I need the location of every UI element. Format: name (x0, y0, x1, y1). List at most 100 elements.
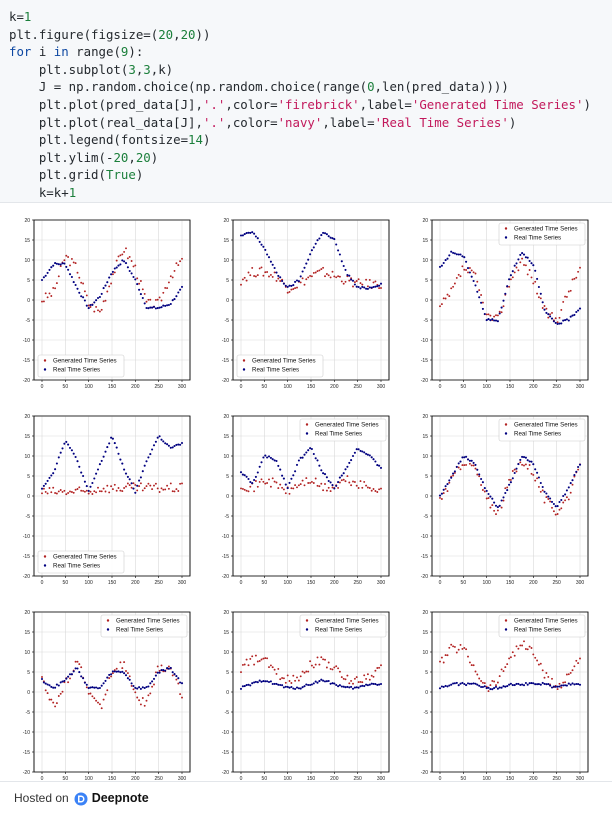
y-tick-label: 15 (24, 630, 30, 636)
generated-point (74, 660, 77, 663)
real-point (312, 452, 315, 456)
real-point (266, 680, 269, 683)
generated-point (83, 490, 86, 493)
real-point (543, 682, 546, 685)
generated-point (132, 482, 135, 485)
generated-point (76, 488, 79, 490)
real-point (370, 456, 373, 459)
generated-point (85, 489, 88, 492)
real-point (530, 682, 533, 685)
y-tick-label: -5 (225, 318, 230, 324)
generated-point (530, 647, 533, 649)
generated-point (368, 487, 371, 489)
generated-point (59, 489, 62, 491)
generated-point (327, 274, 330, 277)
real-point (470, 682, 473, 685)
real-point (134, 686, 137, 689)
y-tick-label: 5 (27, 474, 30, 480)
generated-point (537, 663, 540, 666)
real-point (102, 287, 105, 290)
generated-point (121, 667, 124, 670)
real-point (284, 284, 287, 287)
real-point (63, 442, 66, 445)
generated-point (556, 513, 559, 515)
real-point (519, 458, 522, 461)
real-point (249, 231, 252, 234)
generated-point (65, 254, 68, 257)
real-point (337, 685, 340, 688)
real-point (353, 283, 356, 286)
real-point (325, 476, 328, 479)
generated-point (468, 462, 471, 465)
real-point (111, 270, 114, 273)
generated-point (69, 677, 71, 680)
generated-point (149, 692, 152, 695)
real-point (57, 684, 60, 687)
real-point (359, 449, 362, 452)
real-point (506, 285, 509, 288)
generated-point (247, 664, 250, 667)
real-point (130, 482, 133, 485)
real-point (282, 477, 285, 480)
real-point (65, 265, 68, 268)
generated-point (173, 269, 176, 272)
real-point (89, 485, 92, 488)
real-point (258, 679, 261, 682)
real-point (68, 446, 72, 449)
real-point (102, 455, 105, 458)
real-point (323, 473, 327, 476)
legend-label: Real Time Series (116, 627, 163, 634)
real-point (154, 307, 157, 310)
real-point (463, 256, 466, 259)
y-tick-label: -15 (222, 750, 229, 756)
real-point (491, 688, 494, 691)
real-point (55, 262, 58, 265)
real-point (363, 451, 366, 454)
x-tick-label: 250 (154, 776, 163, 781)
real-point (342, 685, 345, 688)
generated-point (100, 490, 103, 493)
real-point (564, 684, 567, 687)
real-point (342, 264, 345, 268)
generated-point (355, 676, 358, 679)
code-cell[interactable]: k=1 plt.figure(figsize=(20,20)) for i in r… (0, 0, 612, 203)
generated-point (258, 660, 261, 662)
generated-point (50, 295, 53, 297)
generated-point (545, 307, 548, 310)
real-point (275, 682, 278, 685)
generated-point (288, 290, 291, 293)
generated-point (537, 485, 540, 488)
real-point (136, 687, 139, 690)
y-tick-label: 5 (226, 474, 229, 480)
real-point (57, 456, 60, 459)
real-point (327, 679, 330, 683)
generated-point (573, 665, 576, 668)
real-point (271, 458, 274, 461)
generated-point (93, 490, 96, 493)
generated-point (98, 490, 101, 493)
x-tick-label: 100 (84, 384, 93, 390)
generated-point (149, 484, 152, 487)
y-tick-label: -5 (26, 514, 31, 520)
real-point (239, 234, 243, 237)
y-tick-label: 20 (223, 414, 229, 420)
real-point (348, 686, 351, 689)
real-point (359, 287, 362, 290)
real-point (562, 684, 565, 687)
real-point (106, 281, 109, 284)
real-point (323, 232, 327, 235)
real-point (177, 291, 180, 294)
real-point (70, 673, 73, 676)
real-point (376, 464, 379, 467)
generated-point (340, 676, 343, 679)
generated-point (299, 675, 302, 678)
generated-point (344, 480, 347, 483)
generated-point (297, 679, 300, 682)
real-point (52, 472, 55, 475)
y-tick-label: -20 (23, 378, 30, 384)
real-point (515, 467, 518, 470)
generated-point (67, 681, 70, 684)
deepnote-link[interactable]: Deepnote (69, 791, 149, 806)
generated-point (496, 681, 499, 684)
